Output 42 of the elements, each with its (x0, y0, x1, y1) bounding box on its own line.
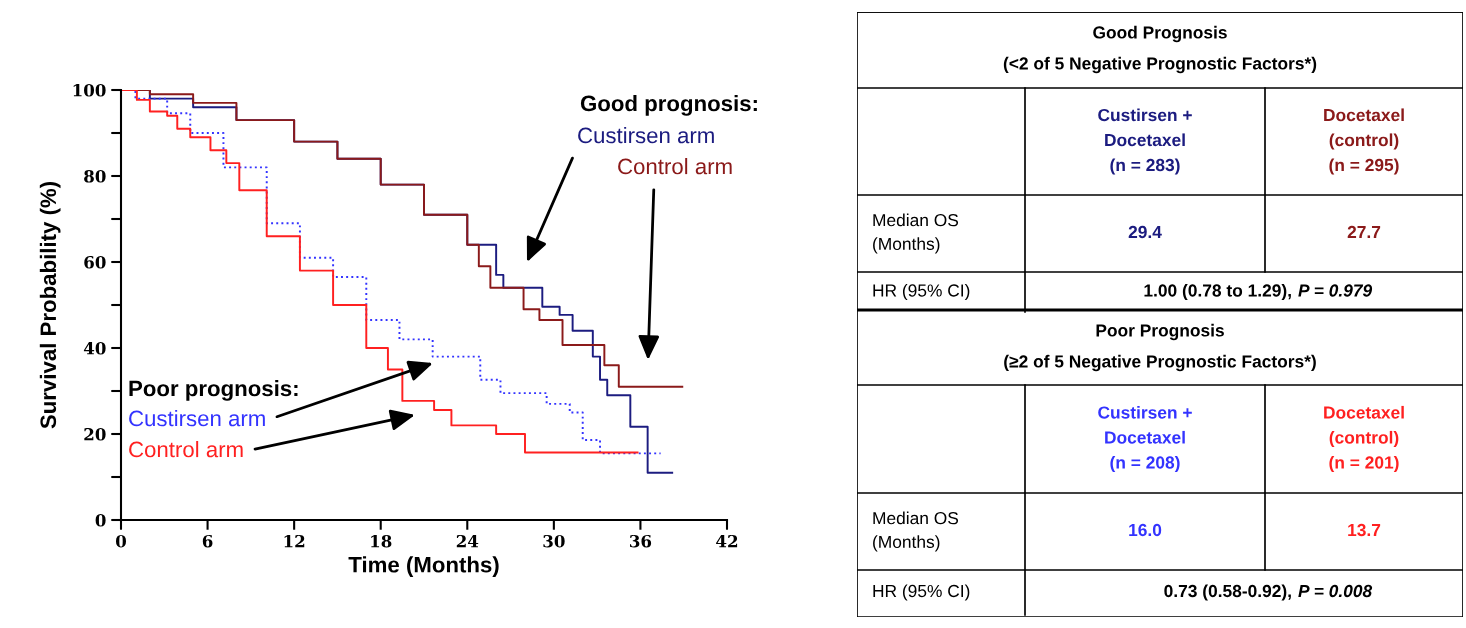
text: Docetaxel (control) (n = 295) (1324, 108, 1404, 175)
x-axis-title: Time (Months) (348, 556, 499, 577)
annotation: Good prognosis: (580, 95, 757, 116)
text: (<2 of 5 Negative Prognostic Factors*) (1003, 56, 1317, 74)
y-tick-label: 60 (84, 255, 106, 269)
y-tick-label: 100 (73, 83, 106, 97)
text: 16.0 (1129, 523, 1162, 537)
x-tick-label: 36 (630, 534, 652, 548)
text: Custirsen + Docetaxel (n = 208) (1098, 405, 1192, 473)
text: Poor Prognosis (1096, 323, 1224, 341)
y-tick-label: 80 (84, 169, 106, 183)
text: 0.73 (0.58-0.92), (1164, 584, 1291, 601)
annotation: Custirsen arm (578, 127, 714, 144)
text: (≥2 of 5 Negative Prognostic Factors*) (1004, 354, 1316, 372)
text: 1.00 (0.78 to 1.29), (1144, 283, 1291, 301)
text: 29.4 (1128, 225, 1162, 239)
text: HR (95% CI) (873, 283, 970, 301)
x-tick-label: 12 (284, 534, 305, 548)
text: P = 0.979 (1298, 284, 1373, 297)
annotation: Control arm (129, 441, 243, 458)
text: Median OS (Months) (873, 213, 959, 254)
annotation: Control arm (618, 158, 732, 175)
y-tick-label: 40 (83, 341, 106, 355)
text: HR (95% CI) (873, 584, 970, 601)
x-tick-label: 42 (716, 534, 738, 548)
y-axis-title: Survival Probability (%) (39, 181, 61, 429)
text: Median OS (Months) (873, 511, 959, 552)
x-tick-label: 18 (371, 534, 392, 548)
text: Good Prognosis (1093, 25, 1227, 43)
text: Custirsen + Docetaxel (n = 283) (1098, 108, 1192, 175)
x-tick-label: 6 (202, 534, 213, 548)
text: Docetaxel (control) (n = 201) (1324, 405, 1404, 473)
text: 13.7 (1348, 523, 1381, 537)
text: 27.7 (1347, 225, 1381, 238)
annotation: Custirsen arm (129, 410, 265, 427)
annotation: Poor prognosis: (129, 380, 298, 401)
y-tick-label: 20 (84, 427, 106, 441)
x-tick-label: 30 (543, 534, 565, 548)
x-tick-label: 24 (456, 534, 479, 548)
y-tick-label: 0 (95, 513, 106, 527)
x-tick-label: 0 (115, 534, 127, 548)
text: P = 0.008 (1298, 584, 1373, 598)
